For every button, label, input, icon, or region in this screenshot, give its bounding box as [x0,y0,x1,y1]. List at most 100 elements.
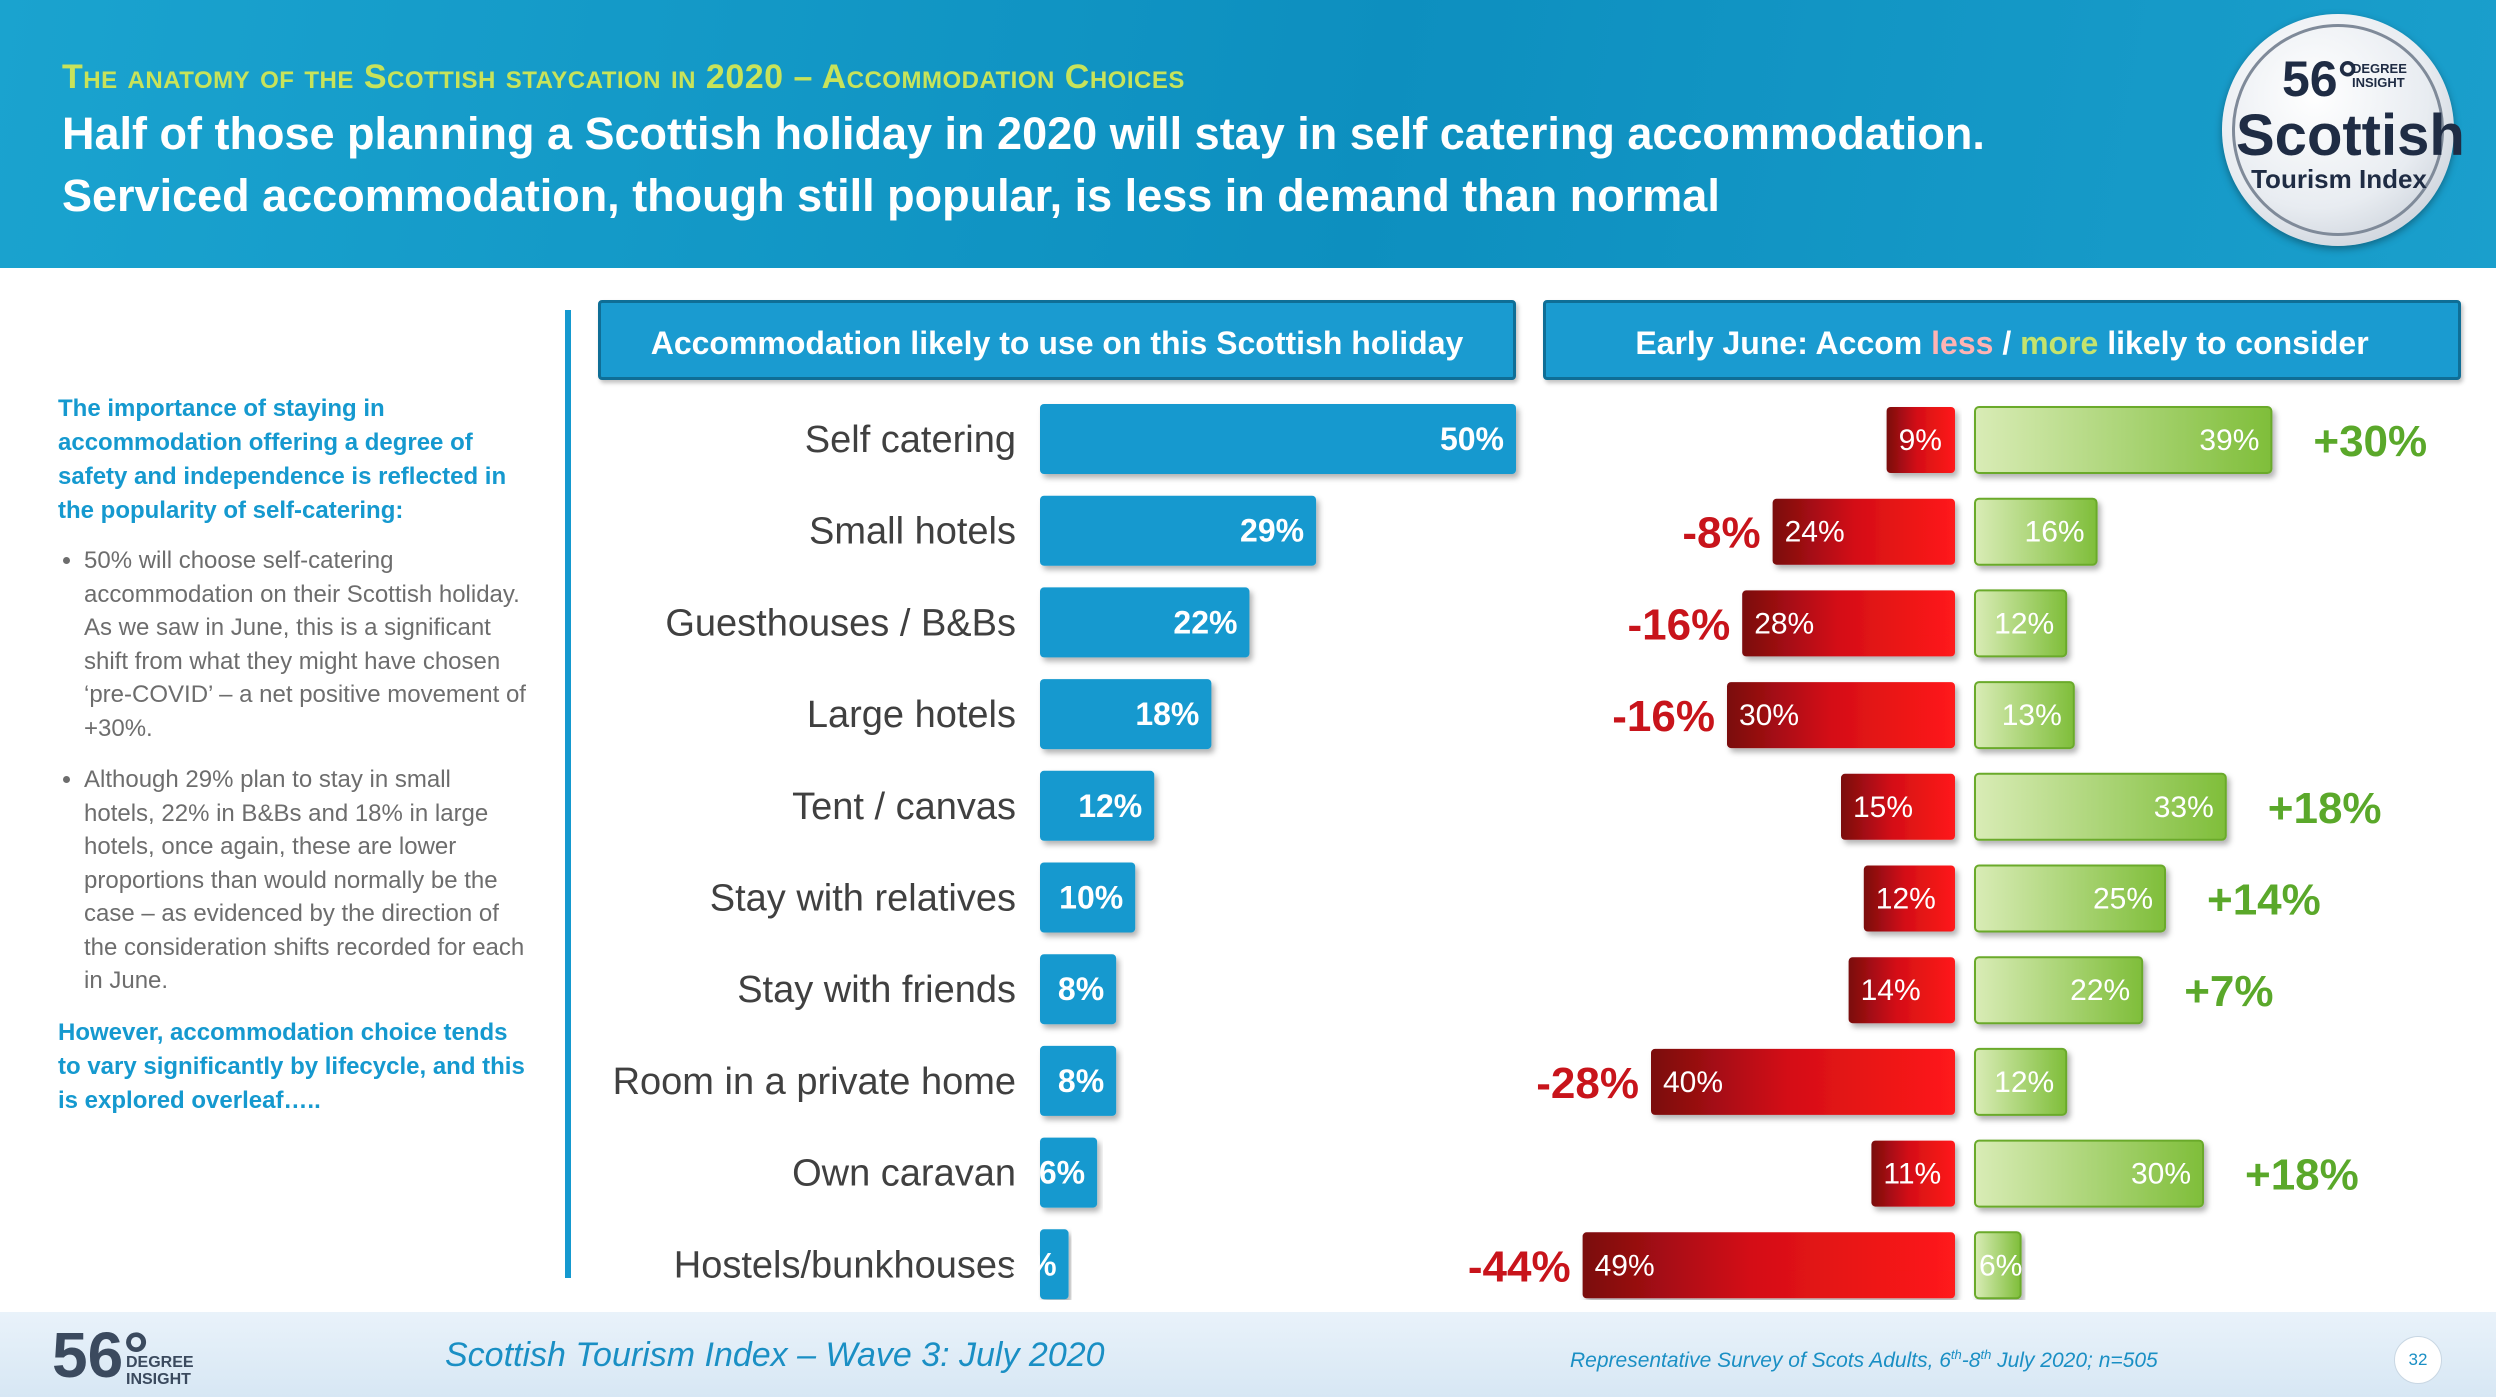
less-likely-bar [1871,1140,1955,1207]
badge-degree-insight: DEGREE INSIGHT [2352,61,2407,90]
source-sup-2: th [1980,1347,1992,1362]
usage-bar-label: 3% [1010,1246,1056,1282]
title-less: less [1931,325,1994,361]
source-sup-1: th [1950,1347,1962,1362]
category-label: Stay with relatives [710,878,1016,920]
usage-bar [1040,770,1155,841]
net-change-label: -16% [1612,692,1715,741]
category-label: Hostels/bunkhouses [674,1244,1016,1286]
title-suffix: likely to consider [2098,325,2369,361]
more-likely-bar [1974,772,2227,841]
category-label: Tent / canvas [792,786,1016,828]
less-likely-label: 40% [1663,1066,1723,1099]
chart-title-consideration: Early June: Accom less / more likely to … [1543,300,2461,380]
net-change-label: +30% [2313,417,2427,466]
less-likely-bar [1863,865,1955,932]
footer-bar [0,1312,2496,1397]
category-label: Large hotels [807,694,1016,736]
more-likely-bar [1974,497,2098,566]
more-likely-label: 30% [2131,1158,2191,1191]
badge-ring [2232,24,2444,236]
usage-bar-label: 8% [1058,1063,1104,1099]
less-likely-bar [1841,773,1955,840]
more-likely-label: 39% [2199,424,2259,457]
more-likely-bar [1974,1139,2204,1208]
more-likely-bar [1974,589,2068,658]
commentary-bullet: 50% will choose self-catering accommodat… [84,544,528,745]
more-likely-label: 22% [2070,974,2130,1007]
page-number: 32 [2394,1336,2442,1384]
net-change-label: +18% [2245,1151,2359,1200]
title-separator: / [1993,325,2021,361]
net-change-label: -28% [1536,1059,1639,1108]
usage-bar [1040,862,1136,933]
usage-bar [1040,587,1250,658]
commentary-outro: However, accommodation choice tends to v… [58,1018,525,1114]
net-change-label: +14% [2207,876,2321,925]
scottish-tourism-index-badge: 56° DEGREE INSIGHT Scottish Tourism Inde… [2222,14,2465,246]
less-likely-bar [1651,1048,1955,1115]
more-likely-bar [1974,1231,2022,1300]
more-likely-label: 25% [2093,883,2153,916]
more-likely-bar [1974,406,2273,474]
usage-bar-label: 29% [1240,513,1304,549]
header-banner [0,0,2496,268]
usage-bar [1040,404,1516,474]
more-likely-bar [1974,681,2075,750]
source-mid: -8 [1961,1349,1981,1372]
footer-logo-number: 56° [52,1319,149,1391]
more-likely-label: 12% [1994,607,2054,640]
less-likely-label: 28% [1754,607,1814,640]
usage-bar [1040,679,1212,750]
category-label: Stay with friends [737,969,1016,1011]
badge-subtitle: Tourism Index [2251,164,2427,194]
vertical-divider [565,310,571,1278]
title-more: more [2020,325,2099,361]
net-change-label: -44% [1468,1242,1571,1291]
more-likely-label: 12% [1994,1066,2054,1099]
usage-bar [1040,1137,1098,1208]
footer-logo-text: DEGREE INSIGHT [126,1354,194,1388]
less-likely-bar [1848,957,1955,1024]
usage-bar [1040,954,1117,1025]
category-label: Guesthouses / B&Bs [665,602,1016,644]
less-likely-label: 12% [1876,883,1936,916]
less-likely-label: 14% [1861,974,1921,1007]
badge-number: 56° [2282,51,2358,107]
less-likely-bar [1772,498,1955,565]
category-label: Room in a private home [613,1061,1016,1103]
usage-bar-label: 10% [1059,880,1123,916]
category-label: Small hotels [809,511,1016,553]
less-likely-label: 11% [1883,1158,1941,1191]
usage-bar-label: 50% [1440,421,1504,457]
usage-bar-label: 18% [1135,696,1199,732]
consideration-bar-chart: 9% 39% +30% 24% 16% -8% 28% 12% -16% 30% 13% -16% 15… [1468,406,2427,1300]
title-prefix: Early June: Accom [1635,325,1932,361]
source-prefix: Representative Survey of Scots Adults, 6 [1570,1349,1951,1372]
commentary-bullet: Although 29% plan to stay in small hotel… [84,763,528,998]
commentary-panel: The importance of staying in accommodati… [58,392,528,1118]
net-change-label: +7% [2184,967,2273,1016]
footer-source: Representative Survey of Scots Adults, 6… [1570,1347,2158,1373]
commentary-bullets: 50% will choose self-catering accommodat… [58,544,528,998]
net-change-label: +18% [2268,784,2382,833]
net-change-label: -8% [1682,509,1760,558]
usage-bar [1040,495,1317,566]
less-likely-label: 24% [1785,516,1845,549]
more-likely-bar [1974,1047,2068,1116]
source-suffix: July 2020; n=505 [1991,1349,2158,1372]
usage-bar [1040,1229,1069,1300]
more-likely-bar [1974,864,2166,933]
more-likely-label: 6% [1979,1249,2022,1282]
category-label: Own caravan [792,1153,1016,1195]
less-likely-label: 30% [1739,699,1799,732]
badge-brand: Scottish [2236,103,2465,168]
more-likely-label: 33% [2154,791,2214,824]
headline-line-2: Serviced accommodation, though still pop… [62,170,1720,221]
commentary-intro: The importance of staying in accommodati… [58,395,507,524]
less-likely-bar [1582,1232,1955,1299]
less-likely-label: 49% [1595,1249,1655,1282]
less-likely-label: 15% [1853,791,1913,824]
less-likely-label: 9% [1899,424,1942,457]
usage-bar-label: 12% [1078,788,1142,824]
